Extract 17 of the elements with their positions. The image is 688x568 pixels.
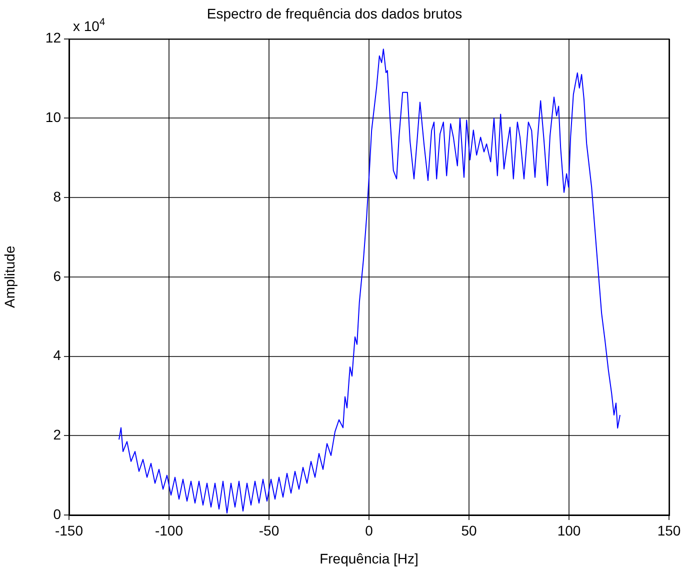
y-tick-label: 8 <box>53 188 62 204</box>
y-tick-label: 4 <box>53 347 62 364</box>
x-tick-label: -50 <box>258 522 280 538</box>
y-axis-title: Amplitude <box>1 246 18 308</box>
x-axis-title: Frequência [Hz] <box>320 550 418 566</box>
y-tick-label: 6 <box>53 268 62 284</box>
x-tick-label: -150 <box>54 522 84 538</box>
y-tick-label: 0 <box>53 506 62 522</box>
y-tick-label: 2 <box>53 426 62 442</box>
chart-title: Espectro de frequência dos dados brutos <box>206 5 462 22</box>
y-tick-label: 12 <box>45 30 62 46</box>
x-tick-label: 150 <box>657 522 681 538</box>
x-tick-label: 0 <box>365 522 374 538</box>
y-tick-label: 10 <box>45 109 62 126</box>
x-tick-label: 100 <box>557 522 581 538</box>
x-tick-label: 50 <box>461 522 477 538</box>
x-tick-label: -100 <box>154 522 184 538</box>
